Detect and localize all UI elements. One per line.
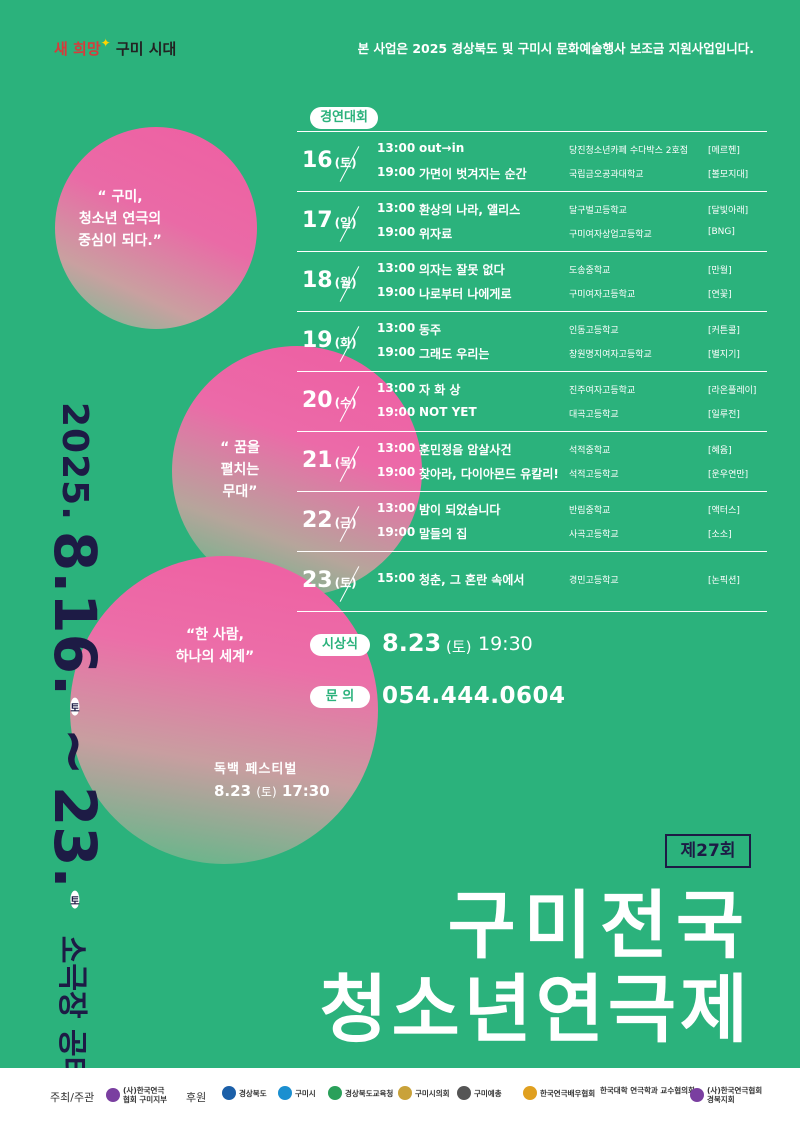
- award-date: 8.23: [382, 629, 442, 657]
- date-tilde: ~: [41, 727, 109, 776]
- festival-title-line2: 청소년연극제: [319, 967, 752, 1053]
- inquiry-phone: 054.444.0604: [382, 683, 566, 709]
- start-weekday-badge: 토: [70, 697, 80, 716]
- monologue-festival-date: 8.23 (토) 17:30: [214, 782, 330, 800]
- award-time: 19:30: [478, 633, 533, 655]
- award-weekday: (토): [446, 638, 472, 656]
- sponsor-theatre-gyeongbuk: (사)한국연극협회 경북지회: [690, 1086, 770, 1104]
- festival-title-line1: 구미전국: [447, 883, 752, 969]
- sponsor-logo-icon: [278, 1086, 292, 1100]
- sponsor-actors-association: 한국연극배우협회: [523, 1086, 595, 1100]
- pink-circle-middle: [172, 346, 422, 596]
- schedule-day-22: 22 (금) 13:00 밤이 되었습니다 반림중학교 [액터스] 19:00 말들의 집…: [297, 492, 767, 552]
- schedule-day-17: 17 (일) 13:00 환상의 나라, 앨리스 달구벌고등학교 [달빛아래] 19:0…: [297, 192, 767, 252]
- schedule-day-18: 18 (월) 13:00 의자는 잘못 없다 도송중학교 [만월] 19:00 나로부터 …: [297, 252, 767, 312]
- edition-box: 제27회: [665, 834, 751, 868]
- sponsor-professors-council: 한국대학 연극학과 교수협의회: [600, 1086, 695, 1095]
- vertical-date-venue: 2025. 8.16. 토 ~ 23. 토 소극장 공터다: [40, 402, 110, 1112]
- quote-one-person: “한 사람, 하나의 세계”: [175, 627, 255, 665]
- schedule-day-23: 23 (토) 15:00 청춘, 그 혼란 속에서 경민고등학교 [논픽션]: [297, 552, 767, 612]
- pink-circle-top: [55, 127, 257, 329]
- logo-part2: 구미 시대: [115, 40, 177, 58]
- sparkle-icon: ✦: [100, 36, 111, 50]
- award-ceremony-badge: 시상식: [310, 634, 370, 656]
- end-date: 23.: [41, 785, 109, 889]
- sponsor-logo-icon: [222, 1086, 236, 1100]
- end-weekday-badge: 토: [70, 890, 80, 909]
- logo-part1: 새 희망: [54, 40, 101, 58]
- schedule-day-16: 16 (토) 13:00 out→in 당진청소년카페 수다박스 2호점 [메르헨] 1…: [297, 131, 767, 192]
- monologue-festival-title: 독백 페스티벌: [214, 762, 298, 777]
- schedule-day-19: 19 (화) 13:00 동주 인동고등학교 [커튼콜] 19:00 그래도 우리는 창원명…: [297, 312, 767, 372]
- sponsor-gumi-city: 구미시: [278, 1086, 316, 1100]
- host-label: 주최/주관: [50, 1091, 95, 1104]
- pink-circle-bottom: [70, 556, 378, 864]
- support-notice: 본 사업은 2025 경상북도 및 구미시 문화예술행사 보조금 지원사업입니다…: [357, 41, 754, 56]
- sponsor-label: 후원: [186, 1091, 207, 1104]
- sponsor-gumi-arts: 구미예총: [457, 1086, 502, 1100]
- quote-center-of-theatre: “ 구미, 청소년 연극의 중심이 되다.”: [78, 189, 162, 249]
- footer-sponsor-bar: 주최/주관 (사)한국연극협회 구미지부 후원 경상북도 구미시 경상북도교육청…: [0, 1068, 800, 1124]
- host-organization: (사)한국연극협회 구미지부: [106, 1086, 168, 1104]
- sponsor-logo-icon: [690, 1088, 704, 1102]
- contest-badge: 경연대회: [310, 107, 378, 129]
- schedule-day-20: 20 (수) 13:00 자 화 상 진주여자고등학교 [라온플레이] 19:00 NOT…: [297, 372, 767, 432]
- contest-schedule: 16 (토) 13:00 out→in 당진청소년카페 수다박스 2호점 [메르헨] 1…: [297, 131, 767, 612]
- city-slogan-logo: 새 희망✦ 구미 시대: [54, 36, 177, 59]
- sponsor-city-council: 구미시의회: [398, 1086, 450, 1100]
- festival-year: 2025.: [54, 402, 96, 521]
- schedule-day-21: 21 (목) 13:00 훈민정음 암살사건 석적중학교 [혜윰] 19:00 찾아라, …: [297, 432, 767, 492]
- sponsor-logo-icon: [398, 1086, 412, 1100]
- sponsor-gyeongbuk: 경상북도: [222, 1086, 267, 1100]
- start-date: 8.16.: [41, 530, 109, 697]
- quote-dream-stage: “ 꿈을 펼치는 무대”: [220, 440, 260, 500]
- sponsor-logo-icon: [457, 1086, 471, 1100]
- sponsor-logo-icon: [328, 1086, 342, 1100]
- host-logo-icon: [106, 1088, 120, 1102]
- sponsor-logo-icon: [523, 1086, 537, 1100]
- inquiry-badge: 문 의: [310, 686, 370, 708]
- sponsor-education-office: 경상북도교육청: [328, 1086, 393, 1100]
